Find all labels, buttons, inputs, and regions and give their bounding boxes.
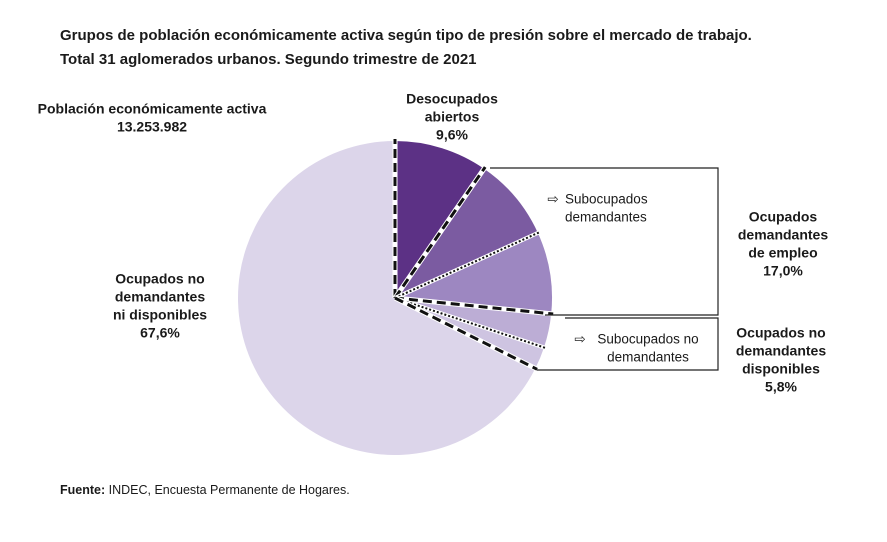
- total-value: 13.253.982: [117, 119, 187, 135]
- source: Fuente: INDEC, Encuesta Permanente de Ho…: [60, 483, 350, 497]
- chart-subtitle: Total 31 aglomerados urbanos. Segundo tr…: [60, 51, 477, 68]
- slice-value-label: 67,6%: [140, 325, 180, 341]
- group-label: demandantes: [738, 227, 828, 243]
- source-text: INDEC, Encuesta Permanente de Hogares.: [109, 483, 350, 497]
- slice-divider: [394, 297, 547, 350]
- slice-label: Subocupados no: [597, 332, 698, 347]
- pie-slice: [395, 141, 485, 298]
- slice-label: demandantes: [607, 350, 689, 365]
- slice-label: demandantes: [115, 289, 205, 305]
- slice-label: Desocupados: [406, 91, 498, 107]
- slice-label: Ocupados no: [115, 271, 204, 287]
- slice-divider: [394, 231, 541, 299]
- slice-label: Subocupados: [565, 192, 648, 207]
- pie: [238, 139, 554, 455]
- slice-value-label: 9,6%: [436, 127, 468, 143]
- pie-slice: [238, 141, 536, 455]
- group-label: demandantes: [736, 343, 826, 359]
- arrow-icon: ⇨: [547, 192, 559, 207]
- callout-box: [537, 317, 719, 371]
- slice-label: ni disponibles: [113, 307, 207, 323]
- total-name: Población económicamente activa: [38, 101, 267, 117]
- slice-divider: [394, 296, 554, 316]
- slice-divider: [393, 166, 487, 299]
- callout-box: [490, 167, 719, 316]
- source-label: Fuente:: [60, 483, 105, 497]
- slice-label: demandantes: [565, 210, 647, 225]
- group-label: disponibles: [742, 361, 820, 377]
- slice-divider: [394, 296, 538, 371]
- slice-label: abiertos: [425, 109, 480, 125]
- group-label: de empleo: [748, 245, 817, 261]
- group-label: Ocupados: [749, 209, 818, 225]
- arrow-icon: ⇨: [574, 332, 586, 347]
- pie-slice: [395, 168, 538, 298]
- group-value-label: 17,0%: [763, 263, 803, 279]
- chart-title: Grupos de población económicamente activ…: [60, 27, 752, 44]
- group-label: Ocupados no: [736, 325, 825, 341]
- group-value-label: 5,8%: [765, 379, 797, 395]
- pie-slice: [395, 232, 552, 314]
